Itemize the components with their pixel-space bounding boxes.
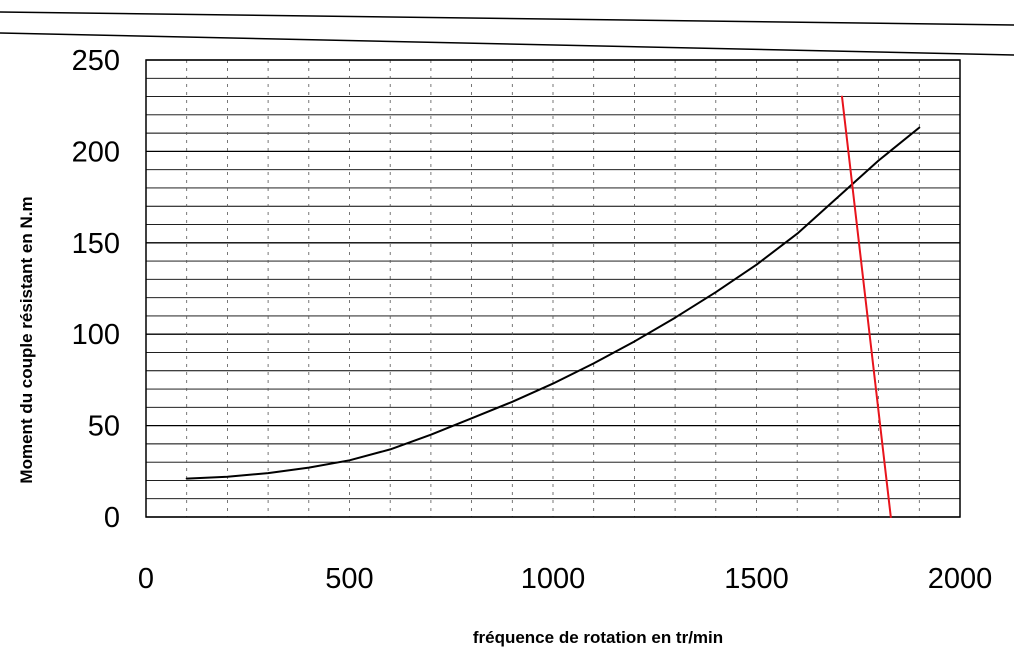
series-line-black-curve [185,126,921,480]
x-axis-ticks: 0 500 1000 1500 2000 [138,563,992,595]
plot-area-frame [145,59,961,518]
y-tick-label: 200 [72,136,120,168]
grid-layer [146,59,960,518]
x-axis-title: fréquence de rotation en tr/min [473,628,723,647]
y-tick-label: 150 [72,228,120,260]
series-layer [185,95,921,518]
y-tick-label: 100 [72,319,120,351]
x-tick-label: 2000 [928,563,993,595]
y-tick-label: 0 [104,502,120,534]
x-tick-label: 1000 [521,563,586,595]
y-tick-label: 250 [72,45,120,77]
x-tick-label: 500 [325,563,373,595]
x-tick-label: 0 [138,563,154,595]
scan-border-line-top [0,11,1014,26]
y-axis-title: Moment du couple résistant en N.m [17,196,36,483]
x-tick-label: 1500 [724,563,789,595]
y-tick-label: 50 [88,411,120,443]
scan-border-line-second [0,32,1014,56]
y-axis-ticks: 0 50 100 150 200 250 [72,45,120,534]
series-line-red [841,95,892,518]
